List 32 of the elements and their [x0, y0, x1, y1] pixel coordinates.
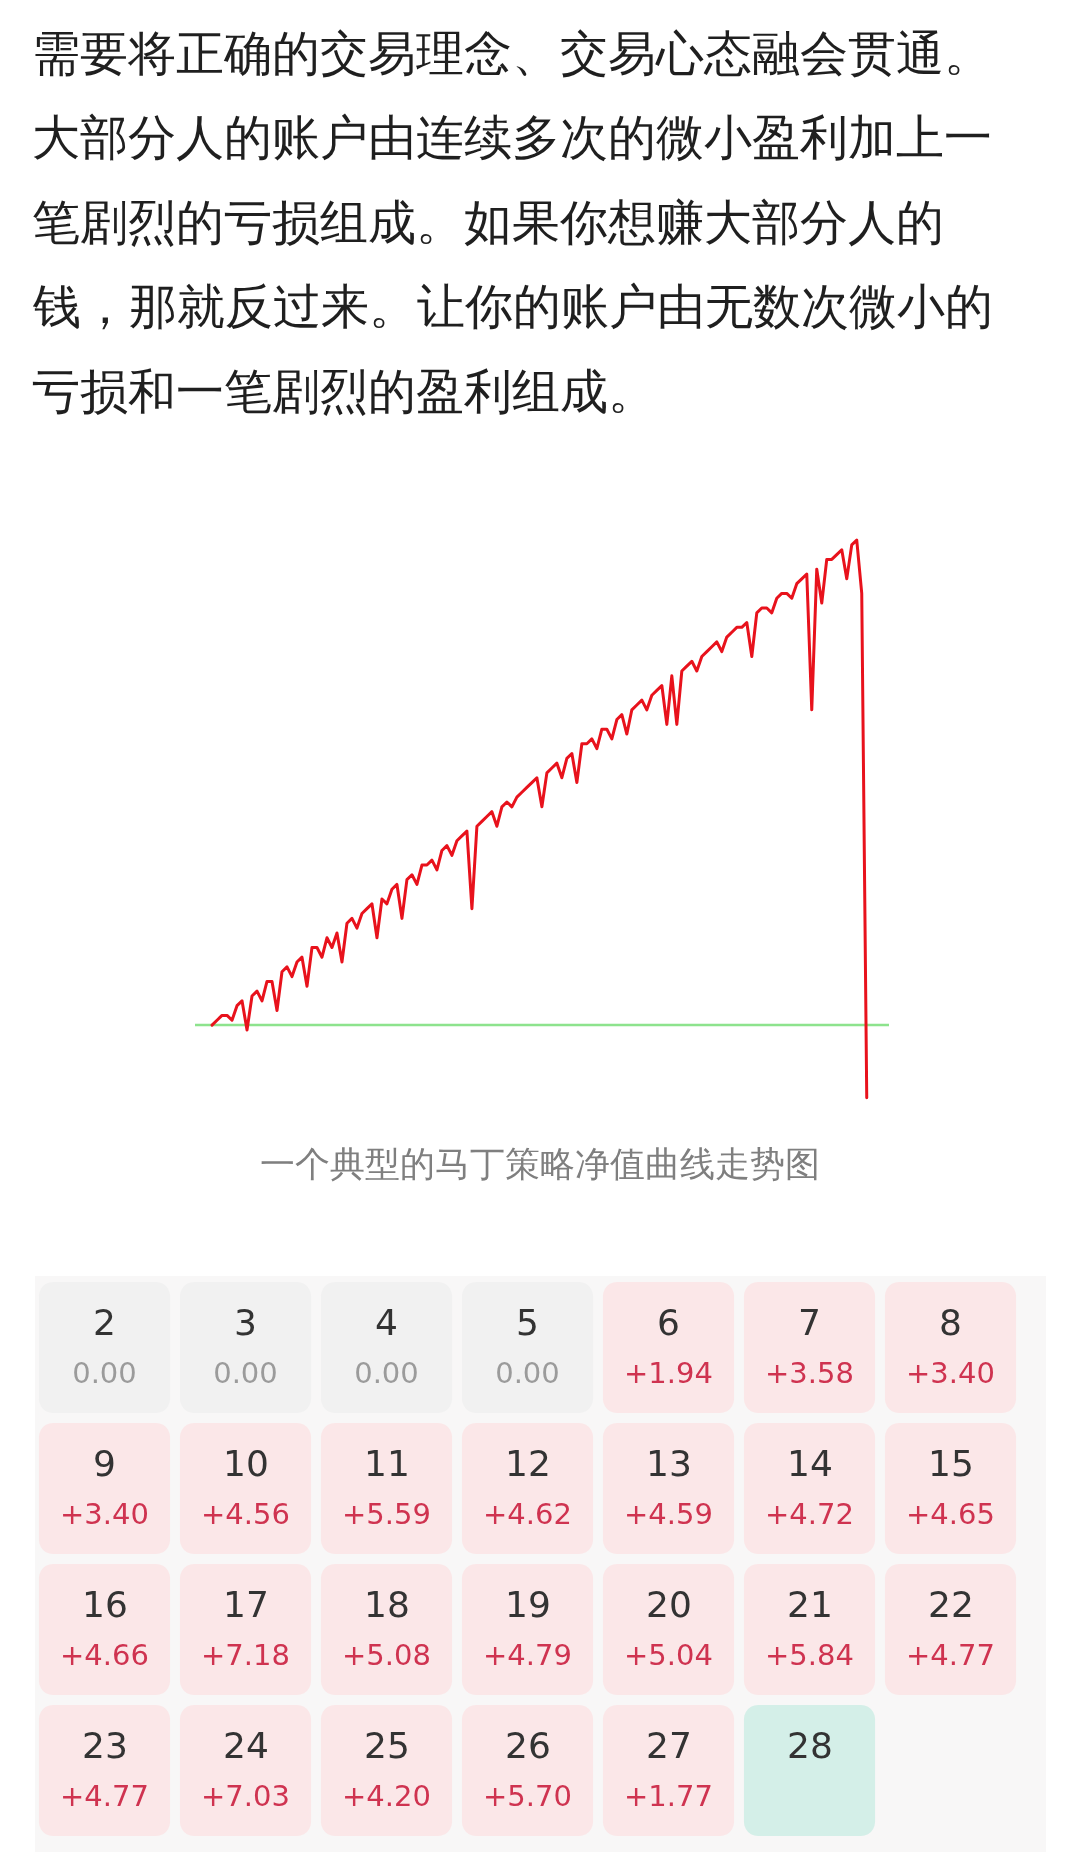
data-label: +5.04 — [624, 1637, 713, 1672]
data-label: +4.72 — [765, 1496, 854, 1531]
text: 9 10 11 12 13 14 15 — [93, 1443, 974, 1484]
data-label: +5.08 — [342, 1637, 431, 1672]
data-label: +5.70 — [483, 1778, 572, 1813]
data-label: 0.00 — [495, 1355, 560, 1390]
data-label: +1.94 — [624, 1355, 713, 1390]
data-label: 0.00 — [354, 1355, 419, 1390]
data-label: 0.00 — [213, 1355, 278, 1390]
data-label: +4.66 — [60, 1637, 149, 1672]
data-label: +1.77 — [624, 1778, 713, 1813]
data-label: +4.56 — [201, 1496, 290, 1531]
chart-title: 需要将正确的交易理念、交易心态融会贯通。大部分人的账户由连续多次的微小盈利加上一笔剧烈的亏损组成。如果你想赚大部分人的钱，那就反过来。让你的账户由无数次微小的亏损和一笔剧烈的盈利组成。 — [32, 25, 993, 419]
text: 23 24 25 26 27 28 — [82, 1725, 833, 1766]
data-label: +4.20 — [342, 1778, 431, 1813]
data-label: +4.77 — [906, 1637, 995, 1672]
data-label: +7.18 — [201, 1637, 290, 1672]
data-label: +3.40 — [60, 1496, 149, 1531]
text: 16 17 18 19 20 21 22 — [82, 1584, 974, 1625]
data-label: +5.84 — [765, 1637, 854, 1672]
data-label: +4.59 — [624, 1496, 713, 1531]
data-label: +3.40 — [906, 1355, 995, 1390]
data-label: +4.65 — [906, 1496, 995, 1531]
data-label: +4.62 — [483, 1496, 572, 1531]
text: 一个典型的马丁策略净值曲线走势图 — [260, 1144, 820, 1184]
text: 2 3 4 5 6 7 8 — [93, 1302, 962, 1343]
data-label: +5.59 — [342, 1496, 431, 1531]
data-label: +7.03 — [201, 1778, 290, 1813]
data-label: +4.79 — [483, 1637, 572, 1672]
data-label: 0.00 — [72, 1355, 137, 1390]
data-label: +3.58 — [765, 1355, 854, 1390]
data-label: +4.77 — [60, 1778, 149, 1813]
